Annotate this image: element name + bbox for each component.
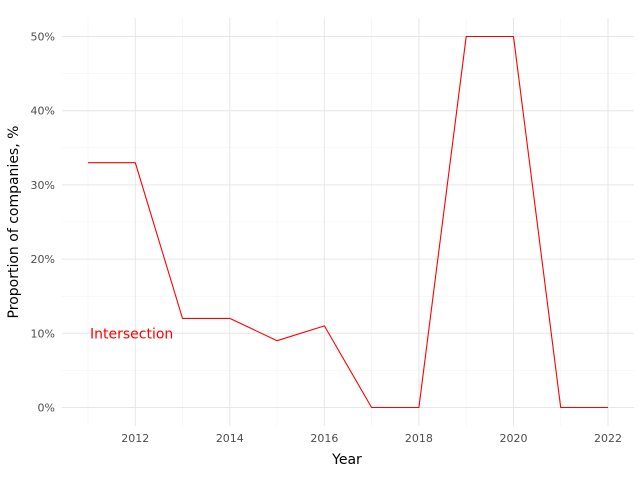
y-tick-label: 20% bbox=[31, 253, 55, 266]
y-tick-label: 40% bbox=[31, 105, 55, 118]
x-tick-label: 2022 bbox=[594, 432, 622, 445]
x-axis-title: Year bbox=[331, 452, 362, 468]
annotation-label: Intersection bbox=[90, 326, 173, 342]
x-tick-label: 2012 bbox=[121, 432, 149, 445]
y-tick-label: 50% bbox=[31, 31, 55, 44]
major-gridlines bbox=[62, 18, 634, 426]
y-axis-title: Proportion of companies, % bbox=[6, 126, 22, 319]
x-tick-label: 2018 bbox=[405, 432, 433, 445]
y-tick-label: 0% bbox=[38, 401, 55, 414]
minor-gridlines bbox=[62, 18, 634, 426]
series-line bbox=[88, 35, 608, 409]
annotations-layer: Intersection bbox=[90, 326, 173, 342]
x-tick-label: 2020 bbox=[499, 432, 527, 445]
y-tick-label: 10% bbox=[31, 327, 55, 340]
x-tick-label: 2014 bbox=[216, 432, 244, 445]
x-tick-label: 2016 bbox=[310, 432, 338, 445]
y-tick-label: 30% bbox=[31, 179, 55, 192]
tick-labels: 2012 2014 2016 2018 2020 2022 0% 10% 20% 30% 40% 50… bbox=[31, 31, 622, 445]
series-layer bbox=[88, 35, 608, 409]
